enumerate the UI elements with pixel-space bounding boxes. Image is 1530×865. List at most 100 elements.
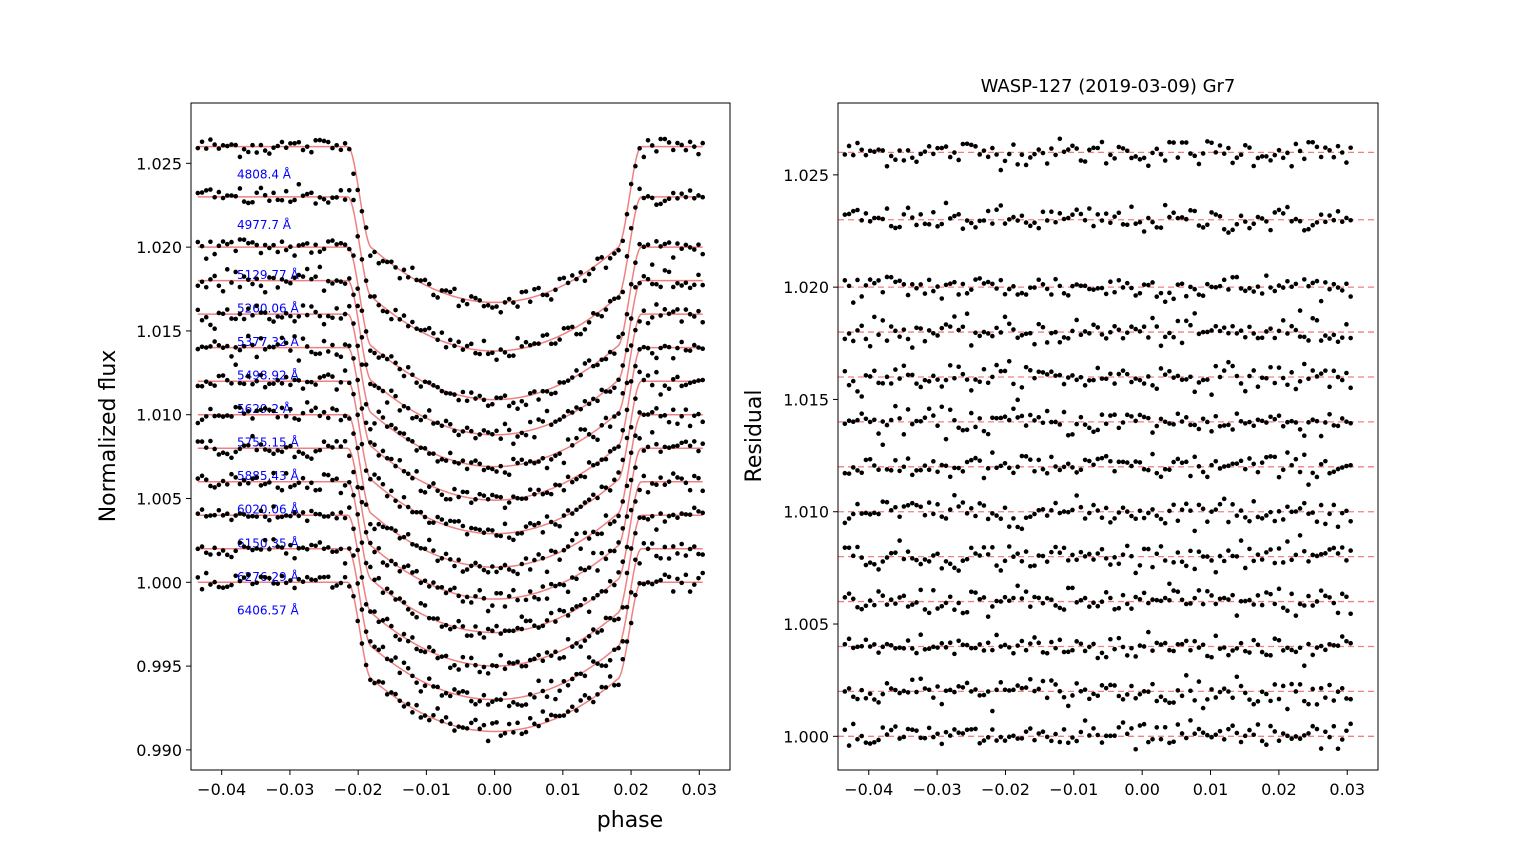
residual-point — [973, 144, 978, 149]
residual-point — [1234, 674, 1240, 680]
residual-point — [1154, 146, 1160, 152]
residual-point — [1158, 474, 1164, 480]
residual-point — [977, 553, 983, 558]
residual-point — [846, 471, 852, 476]
residual-point — [1217, 283, 1223, 289]
data-point — [599, 313, 605, 319]
data-point — [258, 547, 264, 552]
data-point — [426, 451, 432, 456]
data-point — [654, 202, 659, 208]
residual-point — [1124, 280, 1130, 286]
residual-point — [867, 644, 873, 649]
residual-point — [1255, 469, 1261, 475]
data-point — [418, 601, 424, 606]
residual-point — [867, 456, 873, 462]
data-point — [527, 589, 533, 594]
residual-point — [994, 598, 999, 604]
data-point — [696, 151, 701, 157]
data-point — [355, 343, 361, 349]
residual-point — [1019, 385, 1025, 390]
residual-point — [1032, 594, 1037, 600]
residual-point — [1272, 518, 1278, 524]
residual-point — [998, 516, 1004, 521]
data-point — [515, 597, 520, 603]
residual-point — [952, 727, 957, 732]
data-point — [220, 414, 226, 419]
residual-point — [1133, 326, 1138, 332]
data-point — [649, 262, 655, 267]
residual-point — [977, 458, 983, 463]
residual-point — [1150, 383, 1155, 388]
data-point — [439, 457, 445, 462]
residual-point — [1289, 219, 1294, 224]
data-point — [477, 351, 483, 357]
residual-point — [1183, 318, 1189, 324]
residual-point — [1200, 151, 1206, 156]
data-point — [658, 201, 663, 207]
data-point — [439, 654, 445, 659]
residual-point — [855, 604, 860, 610]
residual-point — [947, 561, 953, 567]
residual-point — [1331, 724, 1337, 729]
data-point — [641, 244, 647, 250]
residual-point — [1019, 596, 1025, 601]
data-point — [330, 406, 335, 411]
data-point — [279, 405, 285, 411]
residual-point — [1293, 216, 1299, 222]
data-point — [536, 397, 541, 402]
data-point — [414, 380, 419, 386]
residual-point — [1192, 566, 1197, 572]
residual-point — [1251, 163, 1257, 169]
data-point — [687, 487, 693, 493]
data-point — [670, 309, 676, 314]
residual-point — [1167, 139, 1172, 145]
data-point — [372, 577, 377, 583]
residual-point — [1226, 597, 1231, 602]
residual-point — [1242, 733, 1248, 739]
data-point — [502, 604, 508, 609]
data-point — [544, 618, 550, 623]
residual-point — [1323, 458, 1328, 464]
residual-point — [990, 708, 995, 714]
residual-point — [1200, 601, 1206, 607]
data-point — [355, 512, 361, 517]
residual-point — [1095, 508, 1101, 513]
data-point — [633, 499, 638, 504]
residual-point — [1091, 287, 1096, 292]
y-tick-label: 1.015 — [783, 390, 829, 409]
data-point — [397, 637, 403, 642]
residual-point — [1280, 423, 1286, 429]
residual-point — [884, 206, 890, 211]
data-point — [574, 641, 579, 646]
residual-point — [1323, 593, 1328, 599]
data-point — [490, 628, 495, 634]
residual-point — [1103, 421, 1109, 427]
data-point — [443, 288, 449, 293]
data-point — [233, 362, 238, 368]
data-point — [565, 682, 571, 688]
data-point — [241, 575, 247, 580]
data-point — [363, 468, 369, 473]
residual-point — [977, 642, 983, 647]
residual-point — [842, 545, 848, 550]
residual-point — [905, 690, 911, 695]
residual-point — [897, 416, 902, 421]
residual-point — [1255, 155, 1261, 161]
data-point — [372, 472, 377, 477]
data-point — [452, 428, 457, 434]
residual-point — [901, 212, 907, 217]
residual-point — [1091, 557, 1096, 562]
residual-point — [1116, 144, 1122, 150]
data-point — [410, 541, 415, 547]
residual-point — [1331, 545, 1337, 551]
residual-point — [1112, 468, 1117, 474]
residual-point — [872, 215, 877, 221]
residual-point — [1150, 736, 1155, 742]
residual-point — [1015, 397, 1020, 403]
data-point — [553, 482, 558, 488]
residual-point — [1006, 359, 1012, 364]
residual-point — [981, 218, 987, 223]
residual-point — [973, 225, 978, 230]
data-point — [481, 635, 487, 640]
data-point — [628, 590, 634, 595]
